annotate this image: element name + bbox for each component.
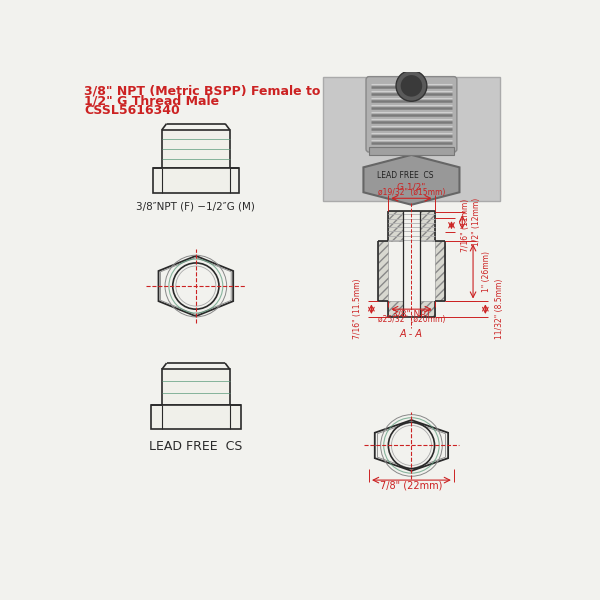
FancyBboxPatch shape	[162, 130, 230, 168]
FancyBboxPatch shape	[369, 148, 454, 155]
Text: 1" (26mm): 1" (26mm)	[482, 251, 491, 292]
Polygon shape	[377, 422, 445, 469]
Polygon shape	[388, 301, 403, 317]
FancyBboxPatch shape	[366, 77, 457, 152]
Polygon shape	[158, 256, 233, 316]
Text: LEAD FREE  CS: LEAD FREE CS	[377, 170, 434, 179]
Polygon shape	[375, 420, 448, 471]
FancyBboxPatch shape	[151, 404, 241, 429]
Text: 7/16" (11.5mm): 7/16" (11.5mm)	[353, 279, 362, 340]
Polygon shape	[364, 155, 460, 205]
Text: 3/8" NPT: 3/8" NPT	[392, 309, 431, 318]
Text: 1/2" (12mm): 1/2" (12mm)	[472, 198, 481, 246]
Text: 3/8" NPT (Metric BSPP) Female to: 3/8" NPT (Metric BSPP) Female to	[84, 85, 320, 97]
Text: G 1/2": G 1/2"	[397, 183, 425, 192]
Text: ø25/32" (ø20mm): ø25/32" (ø20mm)	[378, 314, 445, 323]
Polygon shape	[388, 211, 403, 241]
Text: LEAD FREE  CS: LEAD FREE CS	[149, 440, 242, 453]
Text: 1/2" G Thread Male: 1/2" G Thread Male	[84, 94, 220, 107]
Text: 11/32" (8.5mm): 11/32" (8.5mm)	[495, 279, 504, 340]
Polygon shape	[161, 257, 231, 314]
Circle shape	[401, 75, 422, 97]
Text: CSSL5616340: CSSL5616340	[84, 104, 180, 118]
Polygon shape	[420, 211, 434, 241]
Text: 7/16" (11mm): 7/16" (11mm)	[461, 199, 470, 252]
Text: A - A: A - A	[400, 329, 423, 339]
Text: 3/8″NPT (F) −1/2″G (M): 3/8″NPT (F) −1/2″G (M)	[136, 202, 255, 212]
Text: ø19/32" (ø15mm): ø19/32" (ø15mm)	[378, 188, 445, 197]
FancyBboxPatch shape	[323, 77, 500, 202]
Polygon shape	[377, 241, 388, 301]
Polygon shape	[434, 241, 445, 301]
FancyBboxPatch shape	[162, 369, 230, 404]
FancyBboxPatch shape	[153, 168, 239, 193]
Circle shape	[396, 70, 427, 101]
Text: 7/8" (22mm): 7/8" (22mm)	[380, 481, 443, 490]
Polygon shape	[420, 301, 434, 317]
